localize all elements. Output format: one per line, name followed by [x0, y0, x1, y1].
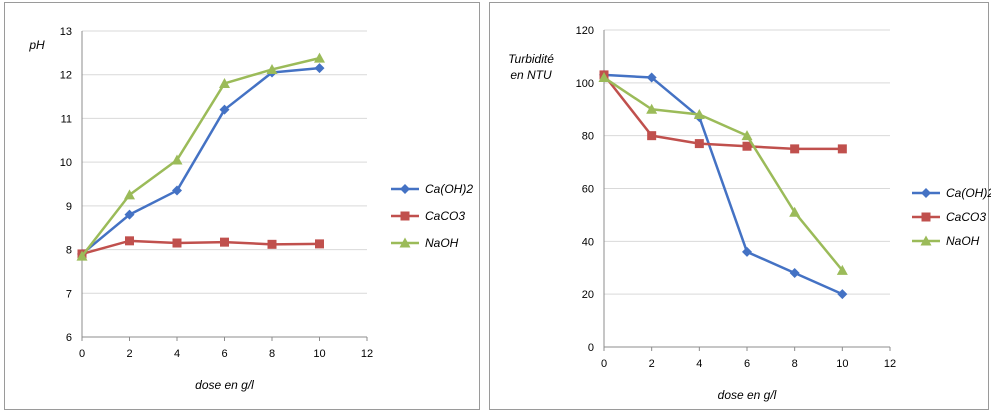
series-line-caoh2 — [81, 66, 320, 255]
legend-entry: CaCO3 — [946, 210, 986, 224]
data-point — [836, 264, 848, 275]
y-tick-label: 7 — [66, 288, 72, 300]
legend-marker — [400, 211, 410, 221]
x-tick-label: 6 — [744, 358, 750, 370]
x-tick-label: 0 — [79, 348, 85, 360]
y-tick-label: 0 — [588, 342, 594, 354]
turbidity-chart-panel: 0 20 40 60 80 100 120 0 2 4 6 8 10 12 dose en g/l Turbi… — [489, 2, 991, 410]
legend-marker — [920, 235, 932, 246]
data-point — [124, 209, 135, 220]
data-point — [266, 63, 278, 74]
y-tick-label: 13 — [60, 26, 72, 38]
data-point — [647, 131, 657, 141]
x-tick-label: 4 — [174, 348, 180, 360]
data-point — [741, 130, 753, 141]
x-tick-label: 4 — [696, 358, 702, 370]
y-tick-label: 20 — [582, 289, 594, 301]
data-point — [598, 72, 610, 83]
data-point — [267, 239, 277, 249]
y-tick-label: 8 — [66, 245, 72, 257]
x-tick-label: 10 — [313, 348, 325, 360]
data-point — [171, 154, 183, 165]
data-point — [172, 238, 182, 248]
series-line-naoh — [603, 76, 844, 272]
series-line-caco3 — [81, 239, 320, 256]
series-line-naoh — [81, 56, 320, 257]
data-point — [694, 139, 704, 149]
legend-marker — [921, 188, 931, 198]
legend-entry: NaOH — [946, 234, 980, 248]
ph-chart-panel: 6 7 8 9 10 11 12 13 0 2 4 6 8 10 12 dose en g/l pH Ca(OH)… — [4, 2, 480, 410]
y-axis-title: Turbidité — [508, 52, 554, 66]
x-tick-label: 8 — [269, 348, 275, 360]
x-tick-label: 10 — [836, 358, 848, 370]
legend-entry: CaCO3 — [425, 209, 465, 223]
y-tick-label: 10 — [60, 157, 72, 169]
legend-entry: Ca(OH)2 — [946, 186, 991, 200]
data-point — [646, 103, 658, 114]
x-axis-title: dose en g/l — [718, 388, 777, 402]
y-tick-label: 9 — [66, 201, 72, 213]
x-tick-label: 2 — [649, 358, 655, 370]
data-point — [790, 144, 800, 154]
legend-marker — [399, 237, 411, 248]
data-point — [837, 144, 847, 154]
data-point — [789, 268, 800, 279]
x-tick-label: 12 — [361, 348, 373, 360]
data-point — [172, 185, 182, 196]
legend-entry: NaOH — [425, 236, 459, 250]
data-point — [646, 72, 657, 83]
series-line-caoh2 — [603, 73, 843, 296]
x-axis-title: dose en g/l — [195, 378, 254, 392]
x-tick-label: 0 — [601, 358, 607, 370]
legend-marker — [921, 212, 931, 222]
y-tick-label: 40 — [582, 236, 594, 248]
data-point — [837, 289, 848, 300]
y-tick-label: 6 — [66, 332, 72, 344]
data-point — [314, 63, 325, 74]
data-point — [76, 250, 88, 261]
data-point — [124, 189, 135, 200]
turbidity-chart: 0 20 40 60 80 100 120 0 2 4 6 8 10 12 dose en g/l Turbi… — [508, 25, 991, 402]
data-point — [125, 236, 134, 246]
y-axis-title: pH — [28, 38, 45, 52]
data-point — [742, 246, 752, 257]
data-point — [315, 239, 324, 249]
x-tick-label: 8 — [792, 358, 798, 370]
data-point — [219, 104, 230, 115]
y-tick-label: 60 — [582, 184, 594, 196]
y-tick-label: 100 — [576, 78, 594, 90]
data-point — [742, 141, 752, 151]
legend-entry: Ca(OH)2 — [425, 182, 473, 196]
x-tick-label: 12 — [884, 358, 896, 370]
y-tick-label: 11 — [61, 113, 72, 125]
x-tick-label: 6 — [221, 348, 227, 360]
y-tick-label: 120 — [576, 25, 594, 37]
data-point — [219, 77, 230, 88]
series-line-caco3 — [603, 74, 843, 151]
legend-marker — [400, 184, 410, 194]
y-tick-label: 80 — [582, 131, 594, 143]
y-axis-title: en NTU — [510, 68, 552, 82]
x-tick-label: 2 — [126, 348, 132, 360]
data-point — [789, 206, 801, 217]
y-tick-label: 12 — [60, 70, 72, 82]
ph-chart: 6 7 8 9 10 11 12 13 0 2 4 6 8 10 12 dose en g/l pH Ca(OH)… — [28, 26, 473, 392]
data-point — [693, 109, 705, 120]
data-point — [314, 52, 325, 63]
data-point — [220, 237, 229, 247]
